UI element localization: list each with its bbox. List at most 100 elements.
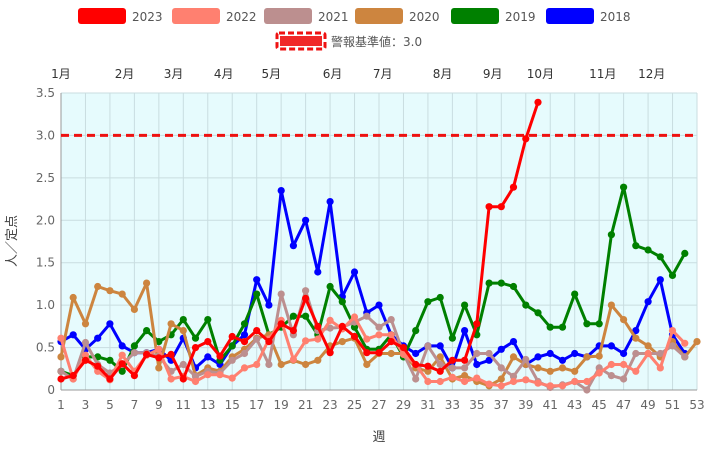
data-point-2020 <box>81 320 90 328</box>
month-label: 8月 <box>433 67 453 81</box>
data-point-2021 <box>668 342 677 350</box>
month-label: 10月 <box>527 67 554 81</box>
data-point-2021 <box>681 353 689 361</box>
data-point-2021 <box>436 360 444 369</box>
data-point-2022 <box>314 335 322 343</box>
data-point-2019 <box>571 290 579 298</box>
data-point-2018 <box>204 353 212 361</box>
data-point-2020 <box>607 301 616 309</box>
data-point-2020 <box>509 353 518 361</box>
x-tick-label: 33 <box>445 398 460 412</box>
data-point-2020 <box>106 287 114 295</box>
x-tick-label: 41 <box>543 398 558 412</box>
data-point-2018 <box>412 349 420 358</box>
data-point-2021 <box>620 375 628 383</box>
data-point-2019 <box>289 312 297 320</box>
data-point-2020 <box>387 349 395 358</box>
data-point-2022 <box>620 360 628 369</box>
data-point-2021 <box>130 349 138 357</box>
data-point-2019 <box>338 298 346 306</box>
data-point-2022 <box>436 377 444 386</box>
x-tick-label: 53 <box>689 398 704 412</box>
data-point-2018 <box>485 356 493 364</box>
data-point-2023 <box>436 367 444 375</box>
data-point-2018 <box>461 327 469 335</box>
data-point-2018 <box>375 301 383 309</box>
data-point-2023 <box>228 332 236 341</box>
data-point-2021 <box>363 312 371 320</box>
data-point-2022 <box>387 331 395 339</box>
legend-swatch-2022 <box>172 8 220 24</box>
y-tick-label: 0 <box>47 383 55 397</box>
data-point-2023 <box>485 203 493 211</box>
data-point-2023 <box>106 375 114 383</box>
data-point-2020 <box>338 338 346 346</box>
data-point-2018 <box>240 331 249 339</box>
data-point-2023 <box>216 352 224 360</box>
data-point-2019 <box>461 301 469 309</box>
data-point-2019 <box>607 231 616 239</box>
data-point-2022 <box>326 316 334 324</box>
series-line-2023 <box>60 101 540 381</box>
data-point-2018 <box>632 327 640 335</box>
data-point-2019 <box>668 271 677 279</box>
data-point-2022 <box>571 377 579 386</box>
data-point-2022 <box>595 369 603 377</box>
data-point-2022 <box>81 351 90 359</box>
data-point-2020 <box>69 293 77 302</box>
data-point-2018 <box>571 349 579 358</box>
data-point-2019 <box>155 338 163 346</box>
data-point-2019 <box>179 316 187 324</box>
x-tick-label: 29 <box>396 398 411 412</box>
data-point-2018 <box>644 298 652 306</box>
month-label: 2月 <box>115 67 135 81</box>
data-point-2018 <box>289 242 297 250</box>
month-label: 12月 <box>638 67 665 81</box>
data-point-2022 <box>558 382 567 390</box>
x-tick-label: 49 <box>640 398 655 412</box>
legend[interactable]: 2023 2022 2021 2020 2019 2018 警報基準値：3.0 <box>78 8 631 51</box>
data-point-2023 <box>57 375 65 383</box>
legend-label: 2021 <box>318 10 349 24</box>
legend-label: 2019 <box>505 10 536 24</box>
legend-swatch-2023 <box>78 8 126 24</box>
x-tick-label: 3 <box>82 398 90 412</box>
data-point-2020 <box>534 364 542 372</box>
data-point-2023 <box>302 294 310 302</box>
data-point-2021 <box>253 335 261 343</box>
month-label: 6月 <box>323 67 343 81</box>
data-point-2019 <box>558 323 567 331</box>
data-point-2018 <box>253 276 261 284</box>
series-line-2019 <box>60 185 687 378</box>
data-point-2022 <box>497 382 505 390</box>
month-label: 9月 <box>483 67 503 81</box>
data-point-2020 <box>644 342 652 350</box>
data-point-2023 <box>289 327 297 335</box>
x-tick-label: 23 <box>322 398 337 412</box>
y-tick-label: 1.0 <box>36 298 55 312</box>
data-point-2022 <box>668 327 677 335</box>
data-point-2019 <box>583 320 591 328</box>
data-point-2018 <box>106 320 114 328</box>
data-point-2019 <box>448 334 456 342</box>
x-tick-label: 11 <box>176 398 191 412</box>
data-point-2023 <box>69 372 77 380</box>
data-point-2023 <box>424 362 432 370</box>
month-label: 1月 <box>51 67 71 81</box>
data-point-2018 <box>94 334 102 342</box>
x-tick-label: 25 <box>347 398 362 412</box>
data-point-2019 <box>130 342 138 350</box>
legend-swatch-2021 <box>264 8 312 24</box>
data-point-2023 <box>179 375 187 383</box>
data-point-2021 <box>240 349 249 358</box>
x-tick-label: 43 <box>567 398 582 412</box>
series-group <box>57 98 701 394</box>
x-axis-title: 週 <box>372 430 385 445</box>
data-point-2020 <box>130 305 138 313</box>
data-point-2022 <box>240 364 249 372</box>
data-point-2018 <box>265 301 273 309</box>
data-point-2019 <box>632 242 640 250</box>
x-tick-label: 35 <box>469 398 484 412</box>
data-point-2022 <box>656 364 664 372</box>
data-point-2021 <box>509 372 518 380</box>
